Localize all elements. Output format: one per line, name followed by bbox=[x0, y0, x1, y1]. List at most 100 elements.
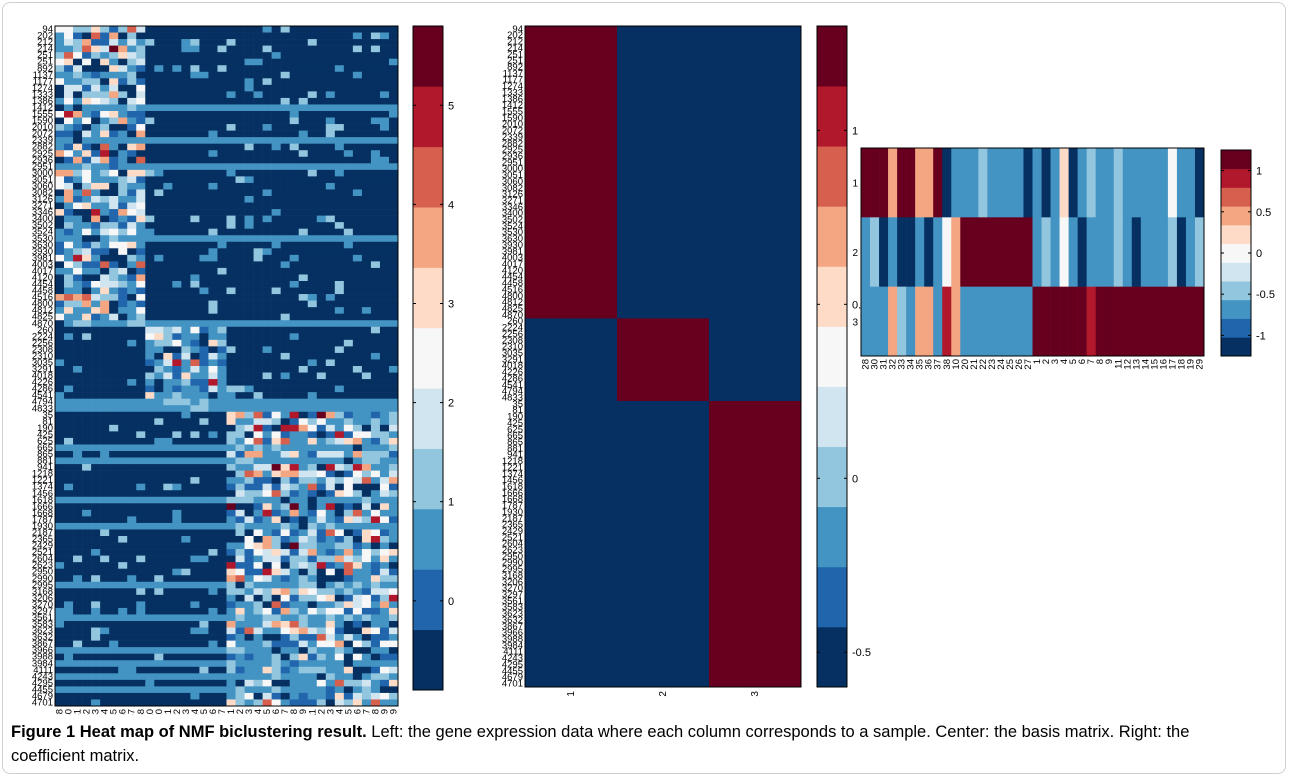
colorbar-swatch bbox=[413, 388, 443, 449]
coefficient-cell bbox=[933, 217, 943, 287]
heatmap-cell bbox=[181, 307, 191, 314]
heatmap-cell bbox=[199, 483, 209, 491]
heatmap-cell bbox=[172, 71, 182, 79]
column-label: 14 bbox=[1140, 359, 1151, 370]
row-label: 1666 bbox=[32, 501, 53, 512]
heatmap-cell bbox=[100, 392, 110, 399]
heatmap-cell bbox=[190, 536, 200, 543]
heatmap-cell bbox=[370, 614, 381, 622]
heatmap-cell bbox=[307, 509, 318, 517]
heatmap-cell bbox=[253, 45, 263, 53]
heatmap-cell bbox=[91, 346, 101, 354]
heatmap-cell bbox=[298, 313, 309, 321]
heatmap-cell bbox=[208, 647, 218, 654]
heatmap-cell bbox=[136, 366, 146, 373]
heatmap-cell bbox=[352, 39, 363, 46]
heatmap-cell bbox=[244, 581, 254, 589]
heatmap-cell bbox=[352, 549, 363, 556]
heatmap-cell bbox=[145, 294, 155, 301]
heatmap-cell bbox=[136, 339, 146, 347]
heatmap-cell bbox=[154, 437, 164, 445]
heatmap-cell bbox=[91, 45, 101, 53]
heatmap-cell bbox=[172, 490, 182, 498]
heatmap-cell bbox=[379, 169, 390, 177]
heatmap-cell bbox=[388, 444, 399, 452]
heatmap-cell bbox=[307, 555, 318, 563]
row-label: 2521 bbox=[502, 532, 523, 543]
heatmap-cell bbox=[262, 97, 272, 105]
heatmap-cell bbox=[370, 209, 381, 216]
heatmap-cell bbox=[55, 209, 65, 216]
heatmap-cell bbox=[298, 339, 309, 347]
heatmap-cell bbox=[280, 281, 290, 288]
heatmap-cell bbox=[334, 176, 345, 184]
heatmap-cell bbox=[307, 424, 318, 432]
heatmap-cell bbox=[361, 679, 372, 687]
heatmap-cell bbox=[136, 130, 146, 138]
basis-block bbox=[617, 318, 710, 402]
heatmap-cell bbox=[361, 444, 372, 452]
heatmap-cell bbox=[244, 248, 254, 256]
heatmap-cell bbox=[271, 660, 281, 668]
coefficient-cell bbox=[1005, 217, 1015, 287]
heatmap-cell bbox=[325, 52, 336, 59]
heatmap-cell bbox=[271, 568, 281, 576]
heatmap-cell bbox=[64, 294, 74, 301]
heatmap-cell bbox=[235, 84, 245, 92]
row-label: 1374 bbox=[502, 469, 523, 480]
heatmap-cell bbox=[145, 169, 155, 177]
heatmap-cell bbox=[370, 562, 381, 569]
heatmap-cell bbox=[163, 209, 173, 216]
heatmap-cell bbox=[361, 477, 372, 484]
heatmap-cell bbox=[388, 254, 399, 262]
heatmap-cell bbox=[109, 143, 119, 151]
heatmap-cell bbox=[91, 52, 101, 59]
heatmap-cell bbox=[289, 169, 300, 177]
heatmap-cell bbox=[82, 385, 92, 393]
colorbar-swatch bbox=[1221, 224, 1251, 245]
heatmap-cell bbox=[352, 320, 363, 328]
heatmap-cell bbox=[109, 339, 119, 347]
heatmap-cell bbox=[118, 359, 128, 367]
row-label: 1218 bbox=[32, 469, 53, 480]
heatmap-cell bbox=[190, 470, 200, 478]
heatmap-cell bbox=[253, 660, 263, 668]
heatmap-cell bbox=[379, 346, 390, 354]
heatmap-cell bbox=[127, 65, 137, 73]
heatmap-cell bbox=[253, 248, 263, 256]
heatmap-cell bbox=[343, 437, 354, 445]
heatmap-cell bbox=[118, 156, 128, 164]
heatmap-cell bbox=[379, 607, 390, 615]
heatmap-cell bbox=[100, 457, 110, 465]
heatmap-cell bbox=[289, 555, 300, 563]
heatmap-cell bbox=[244, 97, 254, 105]
heatmap-cell bbox=[352, 418, 363, 426]
row-label: 1618 bbox=[502, 481, 523, 492]
heatmap-cell bbox=[64, 588, 74, 596]
heatmap-cell bbox=[244, 549, 254, 556]
heatmap-cell bbox=[253, 202, 263, 210]
heatmap-cell bbox=[235, 189, 245, 197]
heatmap-cell bbox=[388, 614, 399, 622]
heatmap-cell bbox=[127, 267, 137, 275]
heatmap-cell bbox=[289, 575, 300, 583]
heatmap-cell bbox=[64, 84, 74, 92]
heatmap-cell bbox=[298, 686, 309, 694]
heatmap-cell bbox=[307, 222, 318, 229]
heatmap-cell bbox=[118, 418, 128, 426]
colorbar-swatch bbox=[413, 327, 443, 389]
heatmap-cell bbox=[172, 496, 182, 504]
heatmap-cell bbox=[145, 614, 155, 622]
heatmap-cell bbox=[316, 529, 327, 537]
row-label: 1618 bbox=[32, 495, 53, 506]
heatmap-cell bbox=[343, 320, 354, 328]
heatmap-cell bbox=[325, 163, 336, 171]
heatmap-cell bbox=[136, 352, 146, 360]
heatmap-cell bbox=[181, 424, 191, 432]
coefficient-cell bbox=[1059, 286, 1069, 357]
heatmap-cell bbox=[55, 575, 65, 583]
heatmap-cell bbox=[307, 529, 318, 537]
row-label: 2308 bbox=[502, 335, 523, 346]
heatmap-cell bbox=[55, 261, 65, 269]
heatmap-cell bbox=[253, 366, 263, 373]
